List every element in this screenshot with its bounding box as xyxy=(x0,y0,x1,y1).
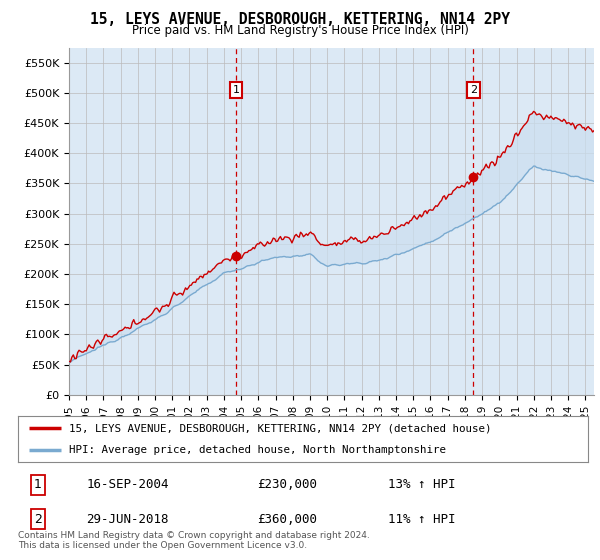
Text: 2: 2 xyxy=(34,512,42,525)
Text: 13% ↑ HPI: 13% ↑ HPI xyxy=(389,478,456,492)
Text: 11% ↑ HPI: 11% ↑ HPI xyxy=(389,512,456,525)
Text: 16-SEP-2004: 16-SEP-2004 xyxy=(86,478,169,492)
Text: Contains HM Land Registry data © Crown copyright and database right 2024.
This d: Contains HM Land Registry data © Crown c… xyxy=(18,530,370,550)
Text: Price paid vs. HM Land Registry's House Price Index (HPI): Price paid vs. HM Land Registry's House … xyxy=(131,24,469,37)
Text: £230,000: £230,000 xyxy=(257,478,317,492)
Text: HPI: Average price, detached house, North Northamptonshire: HPI: Average price, detached house, Nort… xyxy=(70,445,446,455)
Text: 29-JUN-2018: 29-JUN-2018 xyxy=(86,512,169,525)
Text: 1: 1 xyxy=(34,478,42,492)
Text: 15, LEYS AVENUE, DESBOROUGH, KETTERING, NN14 2PY: 15, LEYS AVENUE, DESBOROUGH, KETTERING, … xyxy=(90,12,510,27)
Text: 1: 1 xyxy=(233,85,239,95)
Text: £360,000: £360,000 xyxy=(257,512,317,525)
Text: 15, LEYS AVENUE, DESBOROUGH, KETTERING, NN14 2PY (detached house): 15, LEYS AVENUE, DESBOROUGH, KETTERING, … xyxy=(70,423,492,433)
Text: 2: 2 xyxy=(470,85,477,95)
